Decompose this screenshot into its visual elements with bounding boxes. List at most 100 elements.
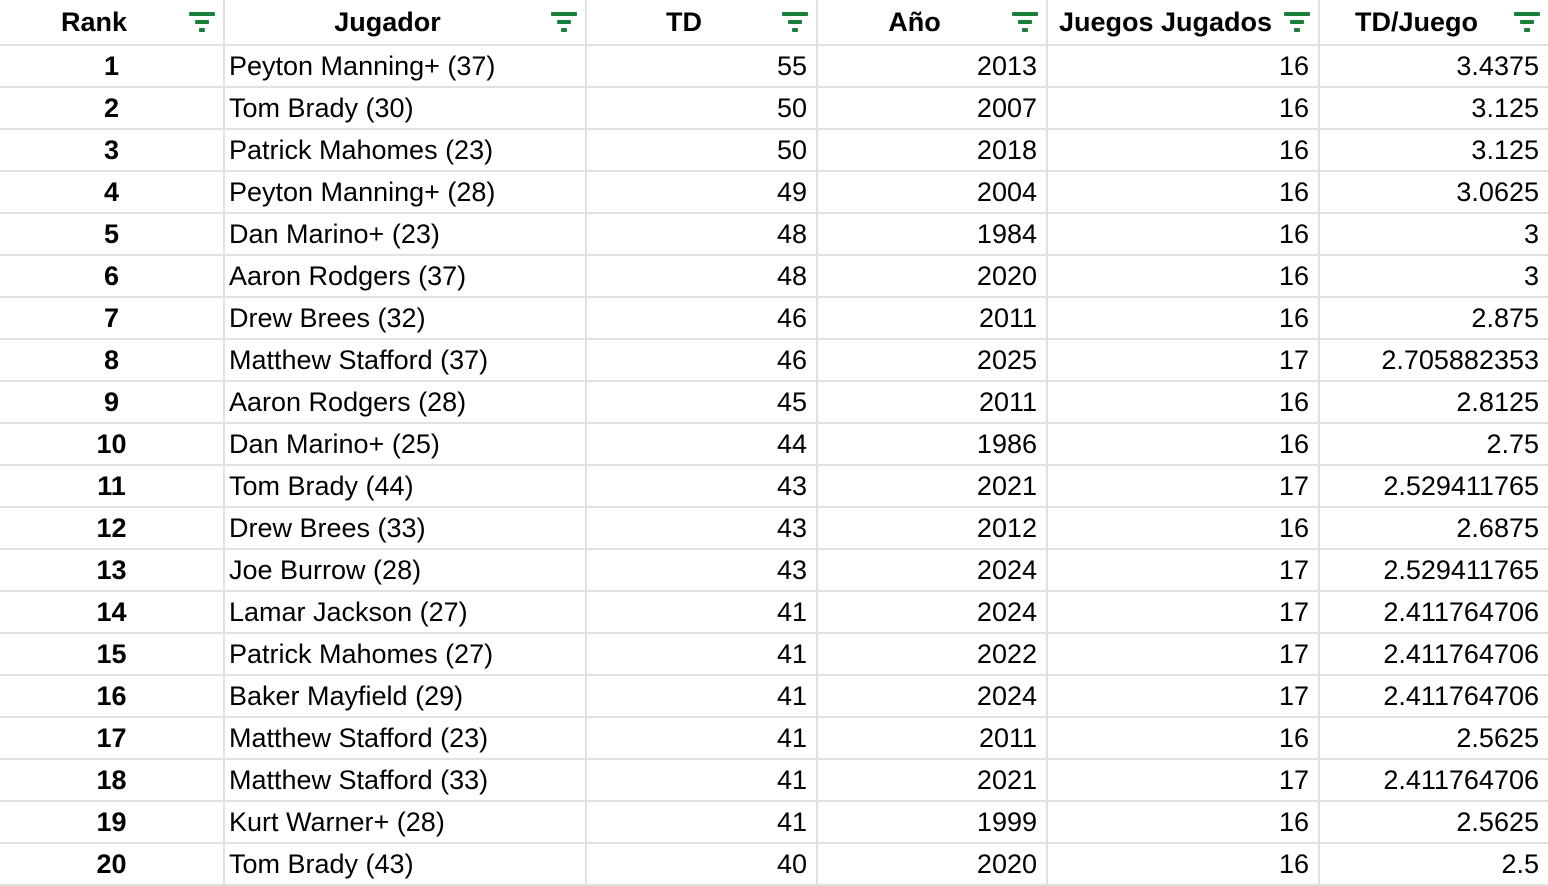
- cell-player[interactable]: Dan Marino+ (25): [225, 424, 587, 466]
- cell-rank[interactable]: 4: [0, 172, 225, 214]
- cell-player[interactable]: Matthew Stafford (37): [225, 340, 587, 382]
- cell-td[interactable]: 41: [587, 760, 818, 802]
- cell-games[interactable]: 16: [1048, 424, 1320, 466]
- cell-rank[interactable]: 7: [0, 298, 225, 340]
- cell-td-per-game[interactable]: 2.5625: [1320, 802, 1548, 844]
- cell-td[interactable]: 48: [587, 214, 818, 256]
- cell-year[interactable]: 2013: [818, 46, 1048, 88]
- cell-year[interactable]: 2024: [818, 550, 1048, 592]
- cell-player[interactable]: Aaron Rodgers (37): [225, 256, 587, 298]
- cell-games[interactable]: 17: [1048, 760, 1320, 802]
- column-header-juegos-jugados[interactable]: Juegos Jugados: [1048, 0, 1320, 46]
- cell-rank[interactable]: 1: [0, 46, 225, 88]
- cell-games[interactable]: 17: [1048, 676, 1320, 718]
- cell-player[interactable]: Patrick Mahomes (23): [225, 130, 587, 172]
- cell-games[interactable]: 16: [1048, 298, 1320, 340]
- cell-games[interactable]: 17: [1048, 592, 1320, 634]
- cell-games[interactable]: 16: [1048, 508, 1320, 550]
- cell-year[interactable]: 2021: [818, 760, 1048, 802]
- cell-player[interactable]: Tom Brady (30): [225, 88, 587, 130]
- cell-year[interactable]: 1986: [818, 424, 1048, 466]
- cell-player[interactable]: Matthew Stafford (23): [225, 718, 587, 760]
- cell-td-per-game[interactable]: 2.529411765: [1320, 550, 1548, 592]
- cell-year[interactable]: 2020: [818, 844, 1048, 886]
- cell-td[interactable]: 44: [587, 424, 818, 466]
- cell-year[interactable]: 2011: [818, 298, 1048, 340]
- cell-player[interactable]: Tom Brady (43): [225, 844, 587, 886]
- cell-td-per-game[interactable]: 2.411764706: [1320, 634, 1548, 676]
- cell-td[interactable]: 43: [587, 508, 818, 550]
- cell-player[interactable]: Lamar Jackson (27): [225, 592, 587, 634]
- cell-td-per-game[interactable]: 2.875: [1320, 298, 1548, 340]
- filter-icon[interactable]: [781, 12, 809, 32]
- cell-year[interactable]: 2004: [818, 172, 1048, 214]
- cell-td-per-game[interactable]: 2.6875: [1320, 508, 1548, 550]
- cell-td[interactable]: 46: [587, 340, 818, 382]
- cell-year[interactable]: 2025: [818, 340, 1048, 382]
- cell-rank[interactable]: 17: [0, 718, 225, 760]
- filter-icon[interactable]: [188, 12, 216, 32]
- filter-icon[interactable]: [1011, 12, 1039, 32]
- cell-games[interactable]: 16: [1048, 844, 1320, 886]
- cell-games[interactable]: 16: [1048, 802, 1320, 844]
- cell-games[interactable]: 17: [1048, 550, 1320, 592]
- cell-games[interactable]: 17: [1048, 466, 1320, 508]
- cell-rank[interactable]: 5: [0, 214, 225, 256]
- cell-year[interactable]: 2024: [818, 676, 1048, 718]
- cell-player[interactable]: Matthew Stafford (33): [225, 760, 587, 802]
- cell-games[interactable]: 16: [1048, 256, 1320, 298]
- cell-td-per-game[interactable]: 2.411764706: [1320, 592, 1548, 634]
- cell-td[interactable]: 55: [587, 46, 818, 88]
- cell-td[interactable]: 48: [587, 256, 818, 298]
- cell-td-per-game[interactable]: 2.411764706: [1320, 676, 1548, 718]
- cell-player[interactable]: Dan Marino+ (23): [225, 214, 587, 256]
- cell-td[interactable]: 43: [587, 550, 818, 592]
- cell-player[interactable]: Baker Mayfield (29): [225, 676, 587, 718]
- cell-player[interactable]: Tom Brady (44): [225, 466, 587, 508]
- cell-rank[interactable]: 9: [0, 382, 225, 424]
- cell-td-per-game[interactable]: 3.125: [1320, 130, 1548, 172]
- cell-rank[interactable]: 10: [0, 424, 225, 466]
- column-header-td[interactable]: TD: [587, 0, 818, 46]
- cell-rank[interactable]: 11: [0, 466, 225, 508]
- cell-year[interactable]: 2007: [818, 88, 1048, 130]
- cell-td[interactable]: 41: [587, 718, 818, 760]
- filter-icon[interactable]: [1513, 12, 1541, 32]
- cell-td[interactable]: 41: [587, 676, 818, 718]
- cell-player[interactable]: Patrick Mahomes (27): [225, 634, 587, 676]
- cell-td-per-game[interactable]: 2.705882353: [1320, 340, 1548, 382]
- filter-icon[interactable]: [1283, 12, 1311, 32]
- cell-td[interactable]: 46: [587, 298, 818, 340]
- cell-td[interactable]: 43: [587, 466, 818, 508]
- cell-year[interactable]: 1984: [818, 214, 1048, 256]
- cell-td[interactable]: 41: [587, 592, 818, 634]
- cell-year[interactable]: 2020: [818, 256, 1048, 298]
- cell-td[interactable]: 41: [587, 634, 818, 676]
- cell-player[interactable]: Peyton Manning+ (37): [225, 46, 587, 88]
- cell-td-per-game[interactable]: 2.75: [1320, 424, 1548, 466]
- column-header-rank[interactable]: Rank: [0, 0, 225, 46]
- column-header-ano[interactable]: Año: [818, 0, 1048, 46]
- cell-year[interactable]: 1999: [818, 802, 1048, 844]
- cell-rank[interactable]: 18: [0, 760, 225, 802]
- cell-rank[interactable]: 19: [0, 802, 225, 844]
- cell-rank[interactable]: 13: [0, 550, 225, 592]
- cell-year[interactable]: 2021: [818, 466, 1048, 508]
- cell-td[interactable]: 45: [587, 382, 818, 424]
- cell-games[interactable]: 17: [1048, 634, 1320, 676]
- cell-year[interactable]: 2024: [818, 592, 1048, 634]
- cell-td[interactable]: 50: [587, 130, 818, 172]
- cell-year[interactable]: 2022: [818, 634, 1048, 676]
- cell-rank[interactable]: 14: [0, 592, 225, 634]
- cell-year[interactable]: 2011: [818, 718, 1048, 760]
- cell-player[interactable]: Kurt Warner+ (28): [225, 802, 587, 844]
- cell-player[interactable]: Drew Brees (32): [225, 298, 587, 340]
- cell-td-per-game[interactable]: 3.125: [1320, 88, 1548, 130]
- cell-td[interactable]: 49: [587, 172, 818, 214]
- cell-td-per-game[interactable]: 2.8125: [1320, 382, 1548, 424]
- cell-year[interactable]: 2012: [818, 508, 1048, 550]
- cell-td[interactable]: 41: [587, 802, 818, 844]
- cell-td-per-game[interactable]: 2.5625: [1320, 718, 1548, 760]
- cell-games[interactable]: 16: [1048, 214, 1320, 256]
- cell-year[interactable]: 2018: [818, 130, 1048, 172]
